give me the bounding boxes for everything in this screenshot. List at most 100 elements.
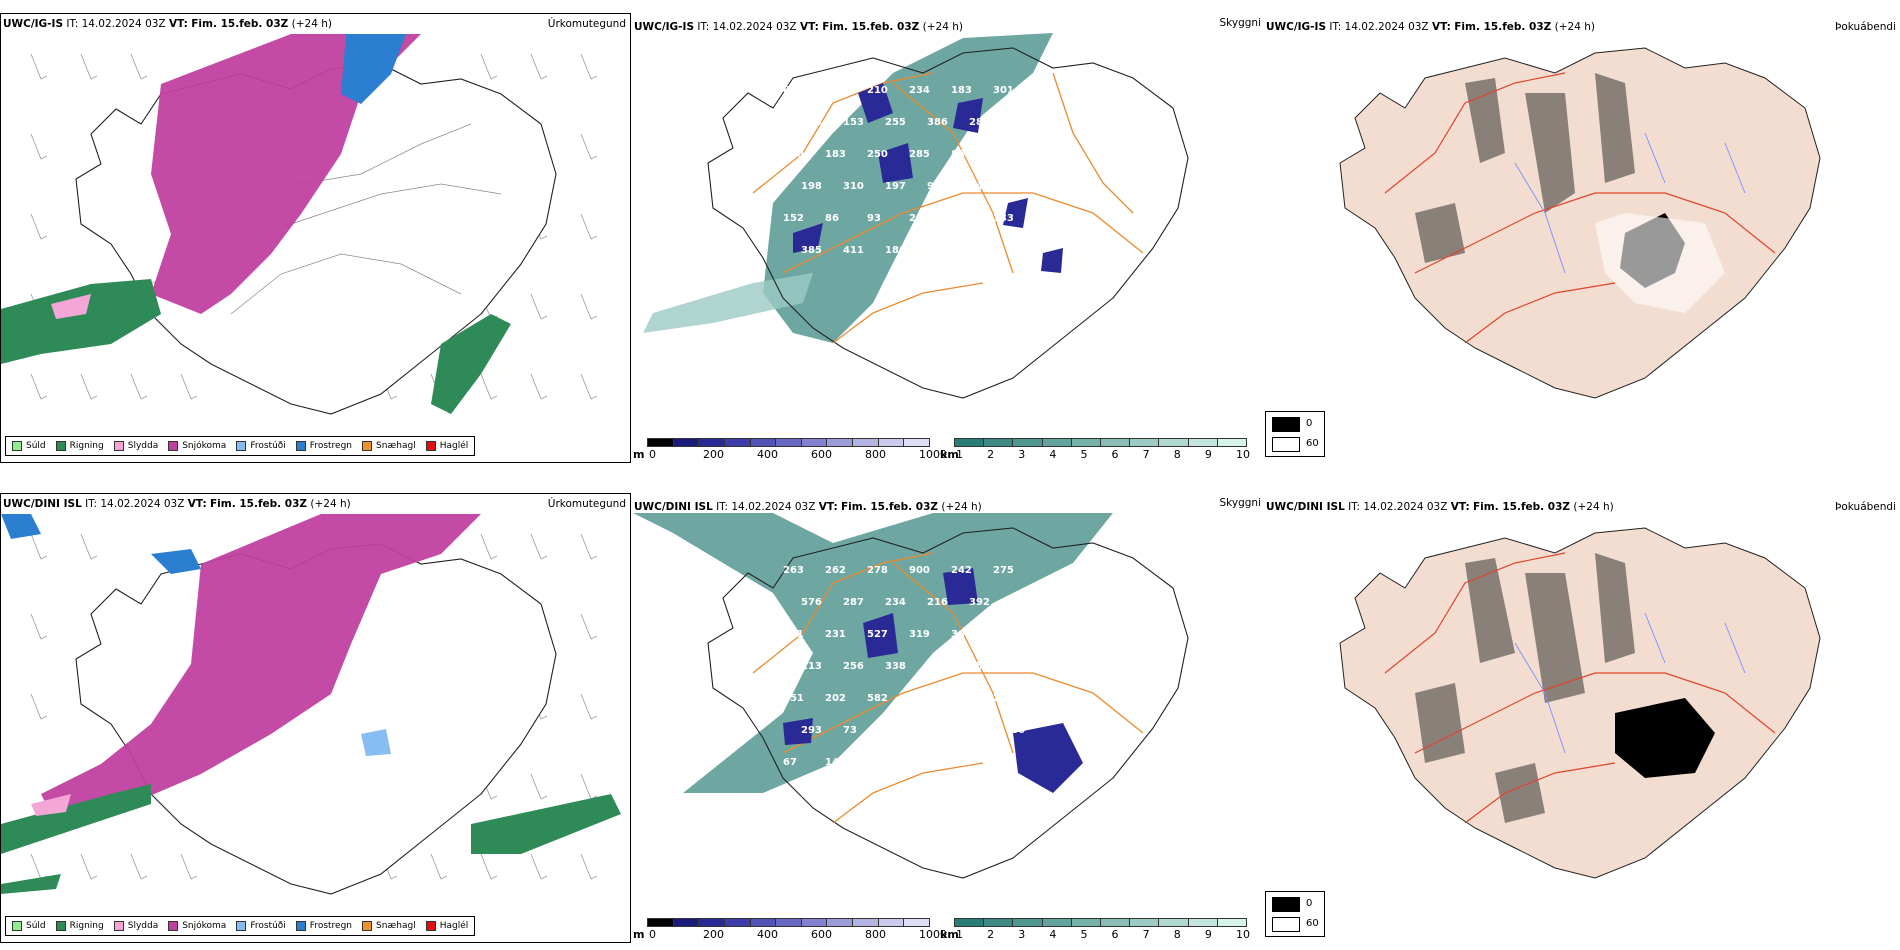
colorbar-tick-label: 1 (956, 928, 963, 941)
visibility-value-label: 86 (1011, 725, 1025, 736)
colorbar-segment (1070, 438, 1101, 447)
fog-map (1339, 527, 1821, 879)
colorbar-segment (983, 918, 1014, 927)
panel-title: Skyggni (1219, 17, 1262, 29)
colorbar-tick-label: 600 (811, 448, 832, 461)
colorbar-segment (852, 918, 879, 927)
colorbar-segment (698, 438, 725, 447)
visibility-value-label: 231 (825, 629, 846, 640)
legend-item: Frostregn (295, 441, 352, 451)
colorbar-segment (1187, 918, 1218, 927)
visibility-value-label: 293 (801, 725, 822, 736)
colorbar-tick-label: 6 (1111, 448, 1119, 461)
visibility-value-label: 887 (951, 149, 972, 160)
legend-item: Haglél (425, 441, 468, 451)
legend-label: 60 (1306, 438, 1319, 449)
scale-unit: m (633, 448, 645, 461)
iceland-land (1339, 47, 1821, 399)
visibility-value-label: 582 (867, 693, 888, 704)
rain-area-west (1, 279, 161, 364)
visibility-value-label: 674 (969, 725, 990, 736)
colorbar-tick-label: 800 (865, 448, 886, 461)
visibility-value-label: 311 (783, 629, 804, 640)
visibility-value-label: 210 (867, 85, 888, 96)
sleet-area (31, 794, 71, 816)
visibility-value-label: 307 (825, 85, 846, 96)
visibility-value-label: 186 (885, 245, 906, 256)
snow-area (41, 514, 481, 834)
visibility-value-label: 93 (867, 213, 881, 224)
colorbar-segment (775, 918, 802, 927)
visibility-km-colorbar: km 1 2 3 4 5 6 7 8 9 10 (940, 438, 1250, 461)
model-name: UWC/DINI ISL (1266, 501, 1345, 513)
visibility-value-label: 829 (1011, 661, 1032, 672)
valid-time: Fim. 15.feb. 03Z (210, 498, 308, 510)
colorbar-segment (852, 438, 879, 447)
legend-swatch (1272, 437, 1300, 452)
colorbar-segment (1100, 438, 1131, 447)
snow-area (151, 34, 421, 314)
scale-unit: m (633, 928, 645, 941)
fog-index-map-row2: UWC/DINI ISL IT: 14.02.2024 03Z VT: Fim.… (1265, 493, 1900, 943)
colorbar-tick-label: 9 (1204, 448, 1212, 461)
roads (752, 72, 1144, 344)
visibility-value-label: 285 (909, 149, 930, 160)
run-header: UWC/DINI ISL IT: 14.02.2024 03Z VT: Fim.… (634, 501, 982, 513)
visibility-value-label: 576 (801, 597, 822, 608)
precip-map (1, 34, 598, 415)
fog-shading (1415, 553, 1635, 823)
run-header: UWC/DINI ISL IT: 14.02.2024 03Z VT: Fim.… (1266, 501, 1614, 513)
colorbar-tick-label: 7 (1142, 448, 1150, 461)
visibility-value-label: 250 (867, 149, 888, 160)
colorbar-segment (877, 438, 905, 447)
colorbar-segment (800, 438, 828, 447)
valid-time: Fim. 15.feb. 03Z (1473, 501, 1571, 513)
legend-swatch (362, 921, 373, 931)
colorbar-segment (723, 918, 751, 927)
colorbar-tick-label: 8 (1173, 448, 1181, 461)
visibility-value-label: 105 (993, 629, 1014, 640)
run-header: UWC/IG-IS IT: 14.02.2024 03Z VT: Fim. 15… (3, 18, 332, 30)
legend-swatch (362, 441, 373, 451)
legend-item: Snæhagl (362, 921, 416, 931)
colorbar-tick-label: 9 (1204, 928, 1212, 941)
legend-swatch (113, 921, 124, 931)
visibility-value-label: 153 (843, 117, 864, 128)
fog-free-glacier (1595, 213, 1725, 313)
visibility-value-label: 117 (801, 789, 822, 800)
legend-swatch (12, 921, 22, 931)
scale-unit: km (940, 448, 959, 461)
precip-type-map-row1: UWC/IG-IS IT: 14.02.2024 03Z VT: Fim. 15… (0, 13, 631, 463)
colorbar-tick-label: 3 (1018, 928, 1026, 941)
legend-label: 0 (1306, 418, 1313, 429)
visibility-map-row1: UWC/IG-IS IT: 14.02.2024 03Z VT: Fim. 15… (633, 13, 1263, 463)
legend-item: Snjókoma (168, 441, 226, 451)
colorbar-segment (1216, 438, 1247, 447)
colorbar-tick-label: 200 (703, 928, 724, 941)
visibility-value-label: 234 (909, 85, 930, 96)
legend-item: Frostúði (236, 921, 286, 931)
run-header: UWC/DINI ISL IT: 14.02.2024 03Z VT: Fim.… (3, 498, 351, 510)
colorbar-tick-label: 2 (987, 448, 995, 461)
colorbar-segment (1041, 438, 1072, 447)
valid-time: Fim. 15.feb. 03Z (822, 21, 920, 33)
colorbar-segment (826, 438, 854, 447)
dense-fog-area (1615, 698, 1715, 778)
colorbar-tick-label: 800 (865, 928, 886, 941)
colorbar-segment (1012, 918, 1043, 927)
colorbar-segment (954, 918, 985, 927)
rain-area-south (431, 314, 511, 414)
visibility-value-label: 301 (993, 85, 1014, 96)
visibility-value-label: 139 (909, 757, 930, 768)
legend-swatch (236, 441, 247, 451)
legend-swatch (295, 921, 306, 931)
visibility-value-label: 152 (783, 213, 804, 224)
visibility-value-label: 234 (885, 597, 906, 608)
visibility-value-label: 204 (1011, 117, 1032, 128)
legend-label: 0 (1306, 898, 1313, 909)
legend-item: Rigning (55, 441, 104, 451)
colorbar-segment (672, 918, 700, 927)
lead-time: (+24 h) (1573, 501, 1614, 513)
visibility-value-label: 278 (867, 565, 888, 576)
colorbar-segment (1012, 438, 1043, 447)
